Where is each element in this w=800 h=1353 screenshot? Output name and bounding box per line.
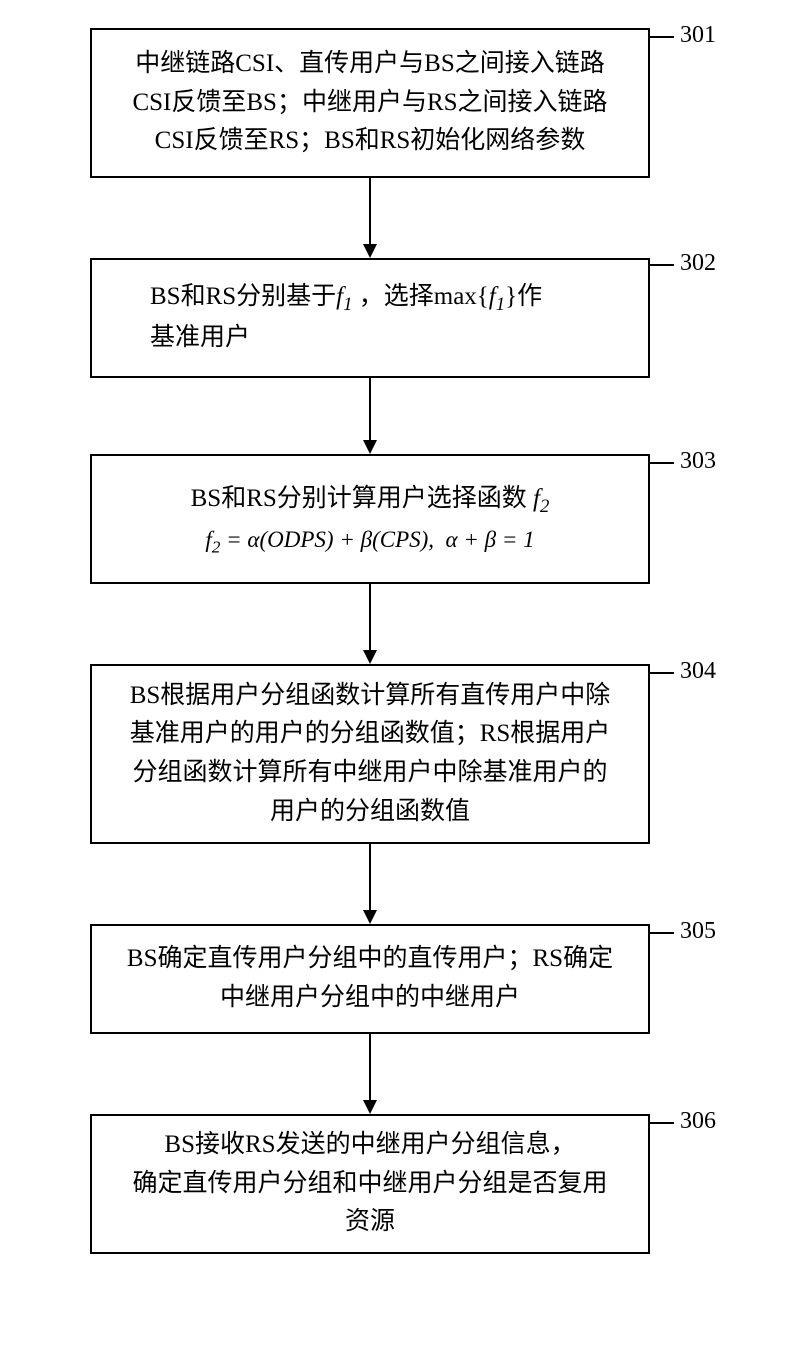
step-text: BS确定直传用户分组中的直传用户；RS确定中继用户分组中的中继用户: [127, 940, 613, 1018]
step-label-305: 305: [680, 918, 716, 945]
flow-step-306: BS接收RS发送的中继用户分组信息，确定直传用户分组和中继用户分组是否复用资源: [90, 1114, 650, 1254]
flow-step-305: BS确定直传用户分组中的直传用户；RS确定中继用户分组中的中继用户: [90, 924, 650, 1034]
label-connector-tick: [648, 36, 650, 44]
label-connector: [648, 36, 674, 48]
step-label-302: 302: [680, 250, 716, 277]
label-connector: [648, 932, 674, 944]
label-connector: [648, 1122, 674, 1134]
flow-arrow: [369, 584, 371, 652]
step-label-306: 306: [680, 1108, 716, 1135]
flow-arrow: [369, 844, 371, 912]
flow-arrow: [369, 1034, 371, 1102]
step-text: BS接收RS发送的中继用户分组信息，确定直传用户分组和中继用户分组是否复用资源: [132, 1126, 607, 1242]
label-connector: [648, 264, 674, 276]
label-connector-tick: [648, 932, 650, 940]
step-text: BS根据用户分组函数计算所有直传用户中除基准用户的用户的分组函数值；RS根据用户…: [130, 677, 611, 832]
flow-arrow: [369, 178, 371, 246]
step-text: BS和RS分别基于f1 ，选择max{f1}作基准用户: [110, 278, 630, 358]
flowchart-container: 中继链路CSI、直传用户与BS之间接入链路CSI反馈至BS；中继用户与RS之间接…: [0, 0, 800, 1353]
label-connector-tick: [648, 1122, 650, 1130]
label-connector: [648, 672, 674, 684]
arrow-head-icon: [363, 910, 377, 924]
step-label-304: 304: [680, 658, 716, 685]
step-text: BS和RS分别计算用户选择函数 f2: [191, 480, 550, 521]
flow-step-301: 中继链路CSI、直传用户与BS之间接入链路CSI反馈至BS；中继用户与RS之间接…: [90, 28, 650, 178]
step-formula: f2 = α(ODPS) + β(CPS), α + β = 1: [205, 527, 534, 558]
step-label-301: 301: [680, 22, 716, 49]
flow-step-303: BS和RS分别计算用户选择函数 f2 f2 = α(ODPS) + β(CPS),…: [90, 454, 650, 584]
label-connector-tick: [648, 462, 650, 470]
flow-step-302: BS和RS分别基于f1 ，选择max{f1}作基准用户: [90, 258, 650, 378]
label-connector: [648, 462, 674, 474]
step-text: 中继链路CSI、直传用户与BS之间接入链路CSI反馈至BS；中继用户与RS之间接…: [132, 45, 607, 161]
arrow-head-icon: [363, 440, 377, 454]
flow-step-304: BS根据用户分组函数计算所有直传用户中除基准用户的用户的分组函数值；RS根据用户…: [90, 664, 650, 844]
flow-arrow: [369, 378, 371, 442]
arrow-head-icon: [363, 1100, 377, 1114]
arrow-head-icon: [363, 650, 377, 664]
label-connector-tick: [648, 264, 650, 272]
step-label-303: 303: [680, 448, 716, 475]
arrow-head-icon: [363, 244, 377, 258]
label-connector-tick: [648, 672, 650, 680]
